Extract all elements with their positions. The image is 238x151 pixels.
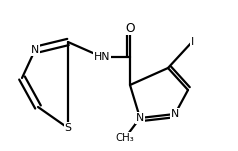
Text: I: I [190,37,194,47]
Text: O: O [125,21,135,34]
Text: N: N [31,45,39,55]
Text: N: N [136,113,144,123]
Text: CH₃: CH₃ [116,133,134,143]
Text: N: N [171,109,179,119]
Text: HN: HN [94,52,110,62]
Text: S: S [64,123,71,133]
